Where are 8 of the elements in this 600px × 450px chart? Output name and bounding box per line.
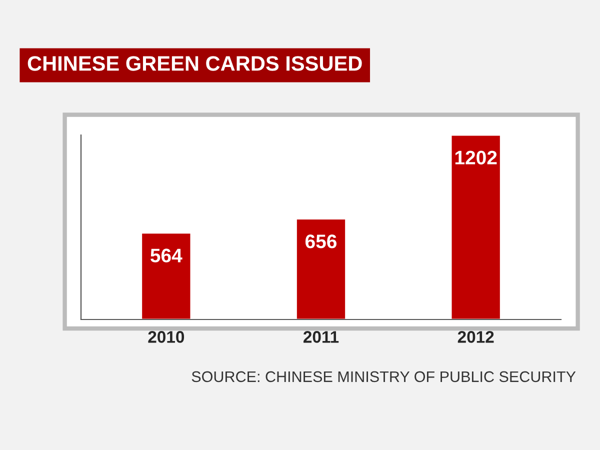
x-tick-label: 2010 — [148, 331, 184, 343]
chart-title: CHINESE GREEN CARDS ISSUED — [28, 56, 362, 71]
x-tick-label: 2011 — [304, 331, 339, 343]
data-label: 564 — [150, 248, 182, 262]
data-label: 1202 — [455, 150, 497, 164]
source-note: SOURCE: CHINESE MINISTRY OF PUBLIC SECURITY — [192, 371, 576, 382]
data-label: 656 — [305, 234, 337, 248]
x-tick-label: 2012 — [458, 331, 494, 343]
